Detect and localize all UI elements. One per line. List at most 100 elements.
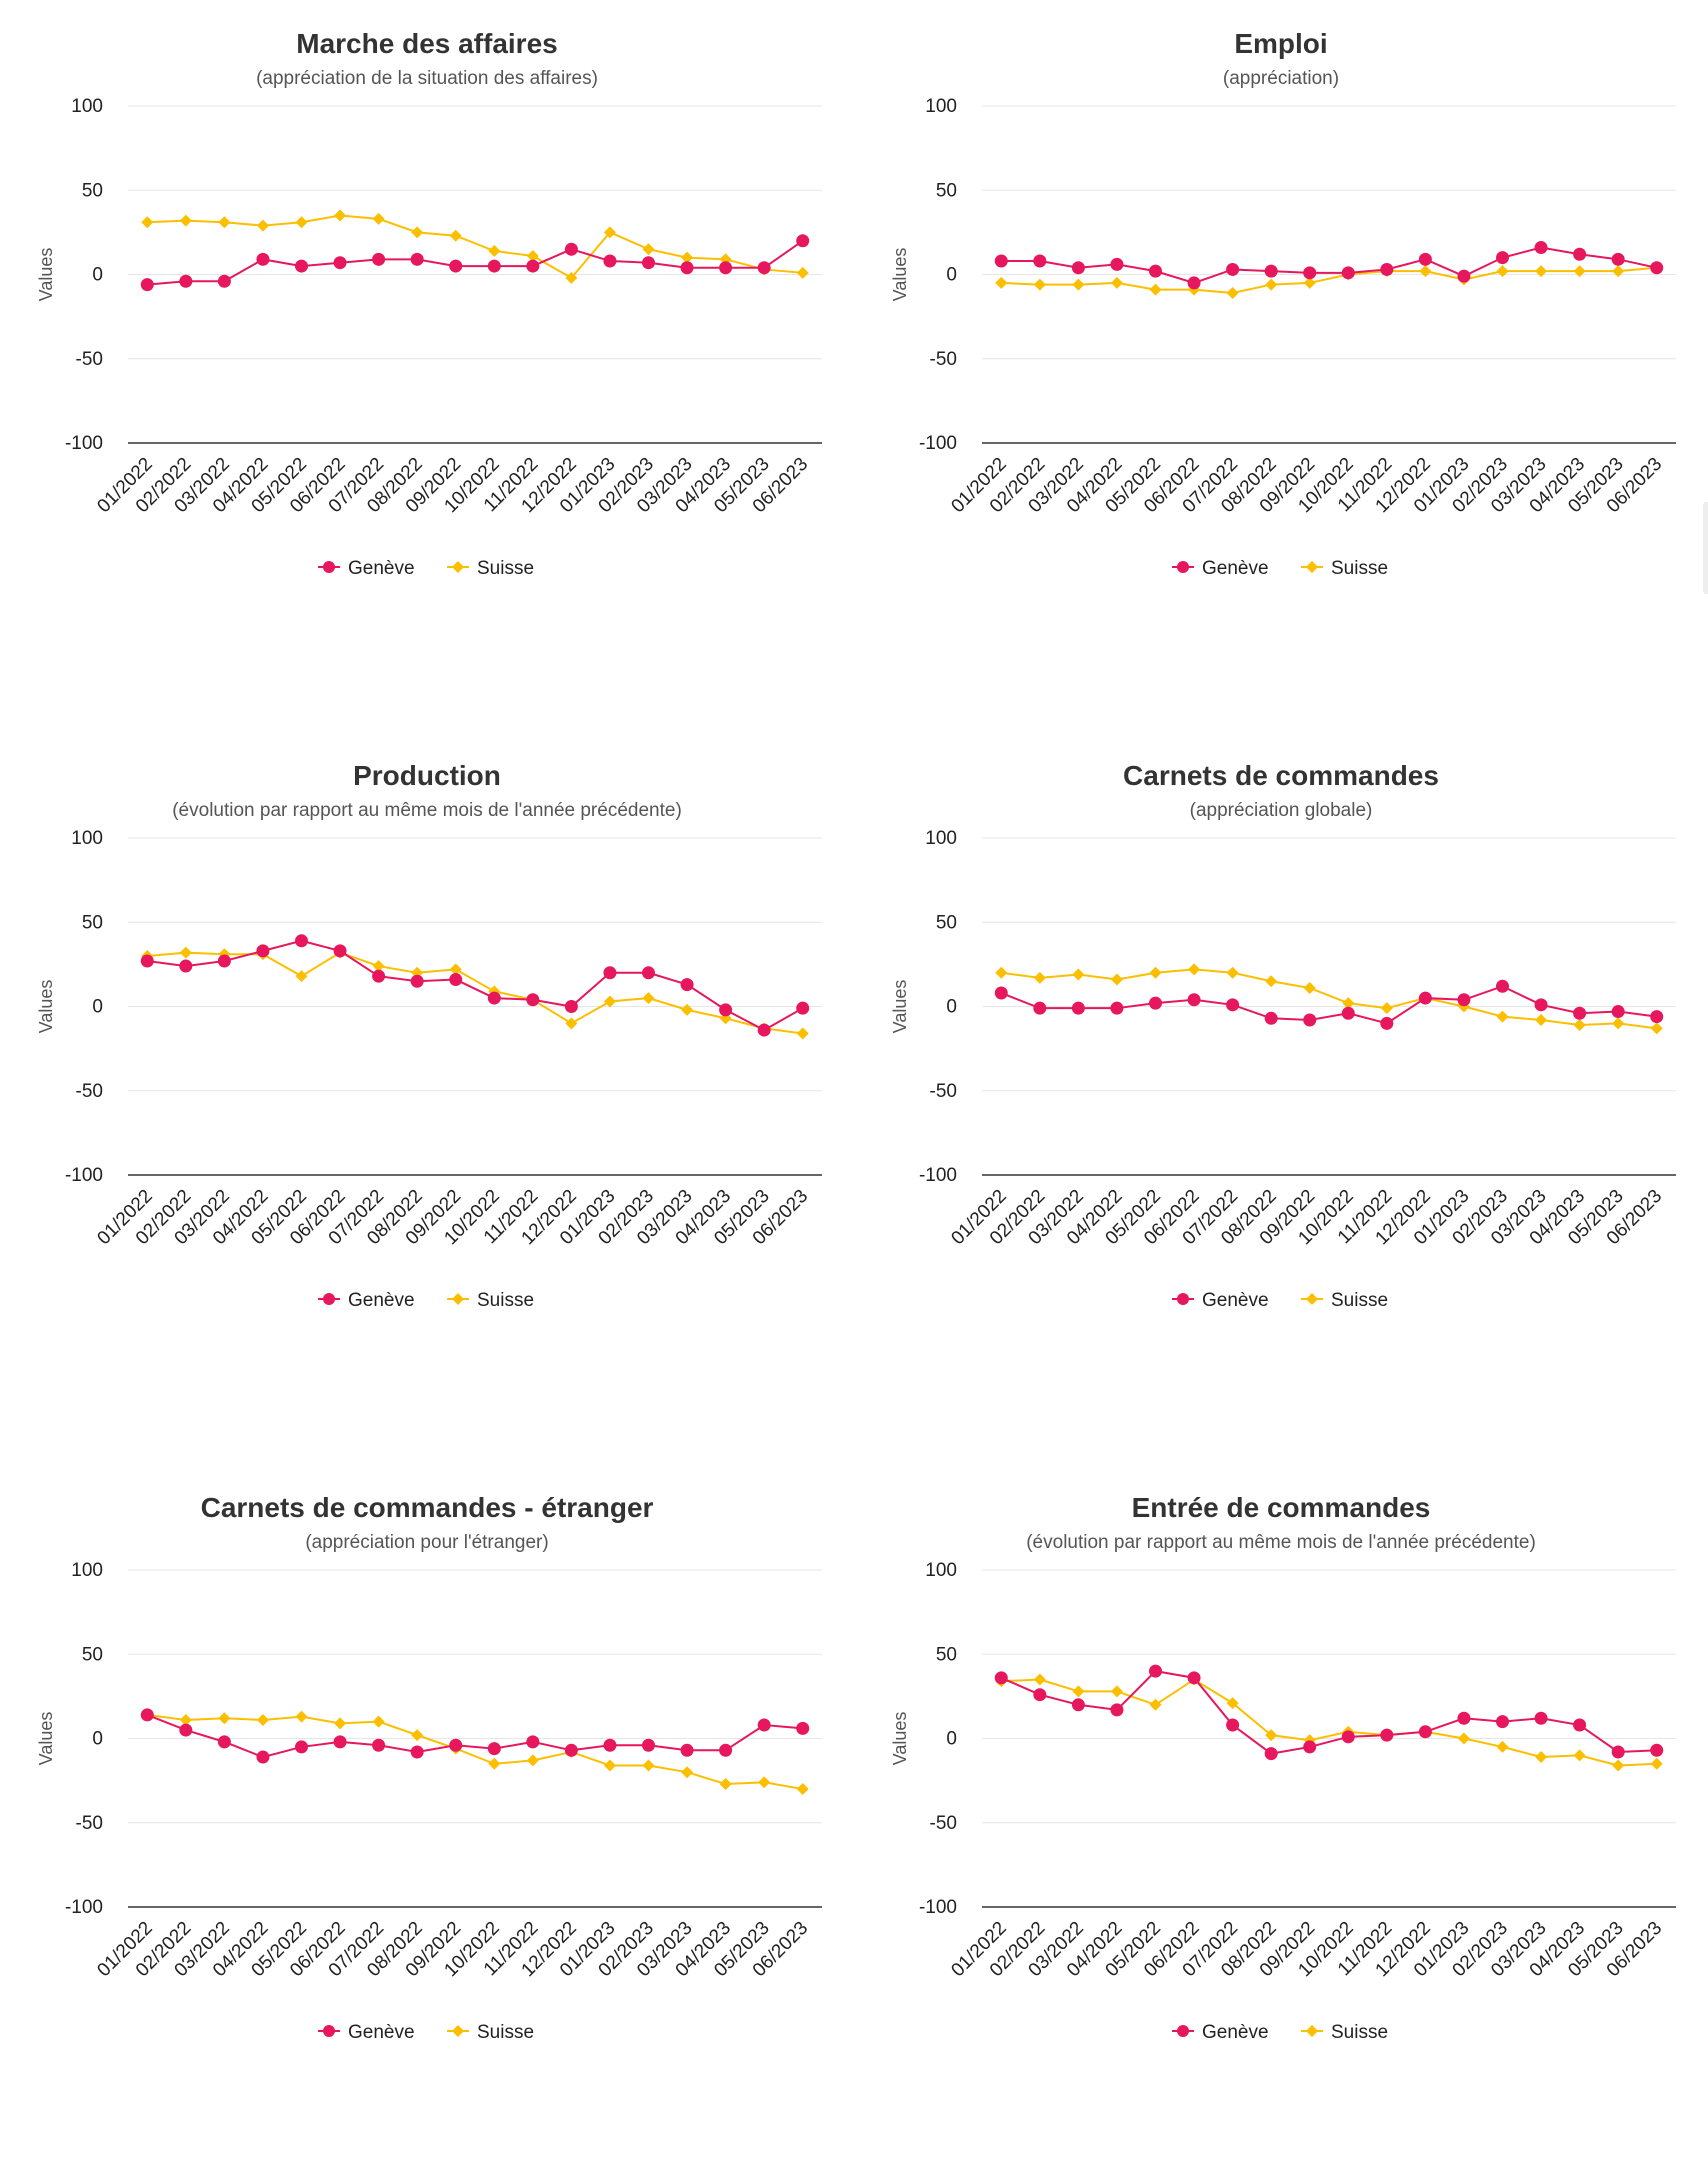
data-point-suisse[interactable]	[179, 214, 192, 227]
data-point-geneve[interactable]	[295, 1740, 308, 1754]
data-point-suisse[interactable]	[1226, 287, 1239, 300]
data-point-suisse[interactable]	[603, 226, 616, 239]
data-point-suisse[interactable]	[1149, 1698, 1162, 1711]
data-point-geneve[interactable]	[1650, 261, 1664, 275]
data-point-geneve[interactable]	[1650, 1743, 1664, 1757]
legend-item-geneve[interactable]: Genève	[318, 558, 415, 579]
data-point-suisse[interactable]	[1496, 1010, 1509, 1023]
data-point-geneve[interactable]	[564, 1743, 578, 1757]
data-point-geneve[interactable]	[603, 1738, 617, 1752]
data-point-suisse[interactable]	[1342, 997, 1355, 1010]
legend-item-geneve[interactable]: Genève	[1172, 558, 1269, 579]
data-point-suisse[interactable]	[488, 244, 501, 257]
data-point-geneve[interactable]	[1418, 1725, 1432, 1739]
data-point-suisse[interactable]	[1226, 966, 1239, 979]
data-point-suisse[interactable]	[1496, 265, 1509, 278]
data-point-suisse[interactable]	[681, 1766, 694, 1779]
data-point-geneve[interactable]	[179, 274, 193, 288]
data-point-suisse[interactable]	[796, 1783, 809, 1796]
data-point-suisse[interactable]	[642, 1759, 655, 1772]
data-point-geneve[interactable]	[1611, 1745, 1625, 1759]
data-point-geneve[interactable]	[994, 986, 1008, 1000]
data-point-geneve[interactable]	[140, 278, 154, 292]
data-point-suisse[interactable]	[411, 1729, 424, 1742]
legend-item-geneve[interactable]: Genève	[318, 2022, 415, 2043]
data-point-geneve[interactable]	[1534, 1711, 1548, 1725]
data-point-suisse[interactable]	[1188, 963, 1201, 976]
data-point-geneve[interactable]	[680, 261, 694, 275]
data-point-geneve[interactable]	[680, 978, 694, 992]
data-point-suisse[interactable]	[179, 946, 192, 959]
data-point-suisse[interactable]	[1072, 278, 1085, 291]
data-point-suisse[interactable]	[1033, 971, 1046, 984]
data-point-geneve[interactable]	[1611, 252, 1625, 266]
data-point-geneve[interactable]	[256, 944, 270, 958]
data-point-geneve[interactable]	[1380, 1728, 1394, 1742]
data-point-geneve[interactable]	[1341, 1730, 1355, 1744]
data-point-suisse[interactable]	[411, 226, 424, 239]
data-point-suisse[interactable]	[218, 1712, 231, 1725]
data-point-suisse[interactable]	[1303, 276, 1316, 289]
data-point-geneve[interactable]	[796, 1721, 810, 1735]
data-point-geneve[interactable]	[526, 993, 540, 1007]
data-point-geneve[interactable]	[603, 254, 617, 268]
data-point-geneve[interactable]	[410, 1745, 424, 1759]
data-point-geneve[interactable]	[1226, 1718, 1240, 1732]
data-point-geneve[interactable]	[410, 974, 424, 988]
data-point-suisse[interactable]	[141, 216, 154, 229]
data-point-suisse[interactable]	[642, 243, 655, 256]
data-point-geneve[interactable]	[1110, 257, 1124, 271]
data-point-geneve[interactable]	[719, 1743, 733, 1757]
data-point-suisse[interactable]	[449, 963, 462, 976]
data-point-geneve[interactable]	[757, 1718, 771, 1732]
data-point-suisse[interactable]	[1419, 265, 1432, 278]
data-point-geneve[interactable]	[1650, 1010, 1664, 1024]
data-point-geneve[interactable]	[140, 1708, 154, 1722]
data-point-geneve[interactable]	[994, 1671, 1008, 1685]
data-point-suisse[interactable]	[1072, 1685, 1085, 1698]
data-point-geneve[interactable]	[1611, 1005, 1625, 1019]
data-point-suisse[interactable]	[1110, 276, 1123, 289]
data-point-suisse[interactable]	[758, 1776, 771, 1789]
data-point-geneve[interactable]	[757, 1023, 771, 1037]
data-point-suisse[interactable]	[1650, 1022, 1663, 1035]
data-point-geneve[interactable]	[680, 1743, 694, 1757]
data-point-geneve[interactable]	[449, 973, 463, 987]
data-point-suisse[interactable]	[1110, 1685, 1123, 1698]
data-point-geneve[interactable]	[1264, 1747, 1278, 1761]
data-point-geneve[interactable]	[333, 256, 347, 270]
data-point-suisse[interactable]	[719, 1777, 732, 1790]
data-point-suisse[interactable]	[372, 212, 385, 225]
data-point-geneve[interactable]	[1303, 1013, 1317, 1027]
data-point-geneve[interactable]	[372, 252, 386, 266]
data-point-geneve[interactable]	[1496, 979, 1509, 993]
data-point-geneve[interactable]	[449, 259, 463, 273]
data-point-geneve[interactable]	[1264, 1011, 1278, 1025]
data-point-geneve[interactable]	[1303, 1740, 1317, 1754]
data-point-suisse[interactable]	[1535, 1751, 1548, 1764]
legend-item-geneve[interactable]: Genève	[1172, 1290, 1269, 1311]
data-point-suisse[interactable]	[1612, 265, 1625, 278]
data-point-geneve[interactable]	[1110, 1703, 1124, 1717]
data-point-geneve[interactable]	[1496, 251, 1509, 265]
data-point-geneve[interactable]	[1226, 998, 1240, 1012]
data-point-suisse[interactable]	[1226, 1697, 1239, 1710]
data-point-suisse[interactable]	[1612, 1017, 1625, 1030]
data-point-suisse[interactable]	[565, 271, 578, 284]
data-point-geneve[interactable]	[372, 969, 386, 983]
data-point-suisse[interactable]	[526, 249, 539, 262]
data-point-suisse[interactable]	[218, 216, 231, 229]
scrollbar-handle[interactable]	[1703, 502, 1708, 594]
data-point-suisse[interactable]	[1573, 1019, 1586, 1032]
data-point-suisse[interactable]	[1535, 265, 1548, 278]
legend-item-suisse[interactable]: Suisse	[1301, 2022, 1388, 2043]
data-point-geneve[interactable]	[487, 259, 501, 273]
data-point-suisse[interactable]	[642, 992, 655, 1005]
data-point-geneve[interactable]	[1110, 1001, 1124, 1015]
data-point-suisse[interactable]	[488, 1757, 501, 1770]
data-point-geneve[interactable]	[295, 934, 308, 948]
data-point-geneve[interactable]	[564, 1000, 578, 1013]
data-point-geneve[interactable]	[642, 966, 655, 980]
data-point-geneve[interactable]	[333, 1735, 347, 1749]
data-point-geneve[interactable]	[1071, 1001, 1085, 1015]
